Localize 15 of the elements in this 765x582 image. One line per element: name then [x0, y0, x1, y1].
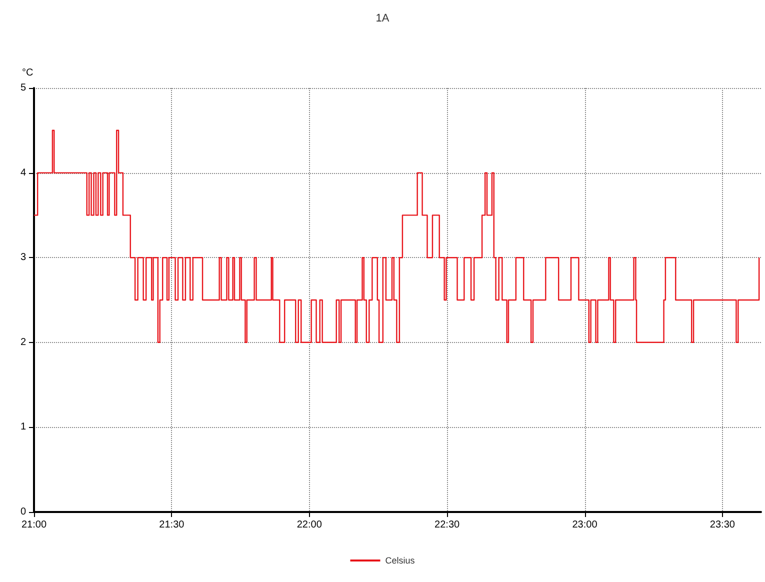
x-tick-label: 21:30	[159, 520, 185, 530]
y-tick-label: 0	[20, 506, 26, 518]
y-tick-label: 4	[20, 167, 26, 178]
x-tick-label: 22:30	[434, 520, 460, 530]
y-axis-title: °C	[22, 68, 34, 78]
x-tick-label: 23:00	[572, 520, 598, 530]
y-tick-label: 5	[20, 82, 26, 94]
legend-label: Celsius	[385, 556, 416, 566]
x-tick-label: 22:00	[296, 520, 322, 530]
x-tick-label: 21:00	[21, 520, 47, 530]
x-tick-label: 23:30	[710, 520, 736, 530]
chart-title: 1A	[376, 12, 390, 24]
y-tick-label: 3	[20, 252, 26, 264]
y-tick-label: 2	[20, 336, 26, 348]
y-tick-label: 1	[20, 422, 26, 433]
